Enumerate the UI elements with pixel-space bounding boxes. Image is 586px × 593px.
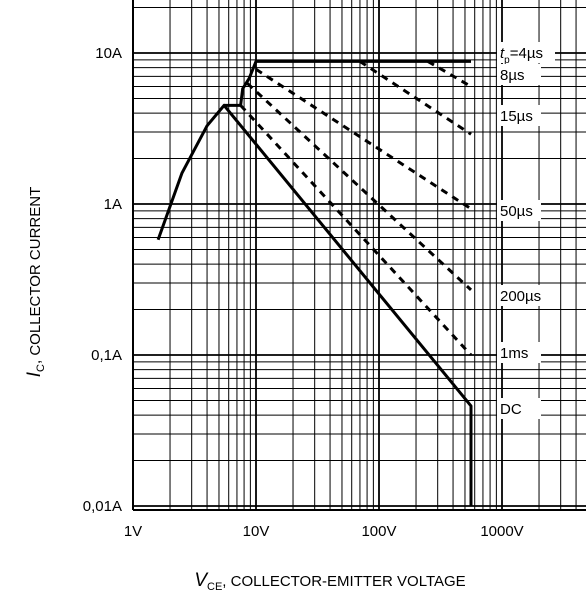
- y-axis-text: , COLLECTOR CURRENT: [27, 187, 44, 364]
- grid: [132, 0, 586, 511]
- curve-label: 8µs: [500, 67, 525, 84]
- curve-label-bg: [497, 342, 541, 363]
- x-tick-label: 1V: [124, 523, 142, 540]
- series-line-2: [239, 104, 473, 357]
- series-line-1: [156, 103, 473, 506]
- x-tick-label: 1000V: [480, 523, 523, 540]
- curve-label: tp=4µs: [500, 45, 543, 66]
- x-axis-text: , COLLECTOR-EMITTER VOLTAGE: [222, 573, 465, 590]
- x-tick-label: 10V: [243, 523, 270, 540]
- y-tick-label: 0,01A: [83, 498, 122, 515]
- series-line-7: [224, 59, 471, 107]
- y-axis-title: IC, COLLECTOR CURRENT: [24, 187, 47, 377]
- curve-label: 200µs: [500, 288, 541, 305]
- curve-label: 15µs: [500, 108, 533, 125]
- curve-label-bg: [497, 398, 541, 419]
- series-line-3: [246, 82, 473, 292]
- x-axis-title: VCE, COLLECTOR-EMITTER VOLTAGE: [194, 570, 465, 593]
- y-axis-subscript: C: [35, 364, 47, 372]
- y-tick-label: 10A: [95, 45, 122, 62]
- y-tick-label: 1A: [104, 196, 122, 213]
- curve-label: DC: [500, 401, 522, 418]
- curves: [156, 59, 473, 506]
- y-axis-symbol: I: [24, 371, 45, 377]
- series-line-4: [255, 68, 472, 211]
- x-axis-symbol: V: [194, 570, 209, 591]
- x-axis-subscript: CE: [207, 581, 222, 593]
- series-line-5: [359, 60, 472, 136]
- curve-label: 1ms: [500, 345, 528, 362]
- series-line-6: [427, 60, 472, 88]
- curve-label-bg: [497, 200, 541, 221]
- tick-labels: 1V 10V 100V 1000V 0,01A 0,1A 1A 10A: [83, 45, 524, 540]
- x-tick-label: 100V: [361, 523, 396, 540]
- curve-label-bg: [497, 42, 555, 63]
- curve-label-bg: [497, 105, 541, 126]
- curve-label-bg: [497, 285, 548, 306]
- curve-label: 50µs: [500, 203, 533, 220]
- curve-label-bg: [497, 64, 541, 85]
- y-tick-label: 0,1A: [91, 347, 122, 364]
